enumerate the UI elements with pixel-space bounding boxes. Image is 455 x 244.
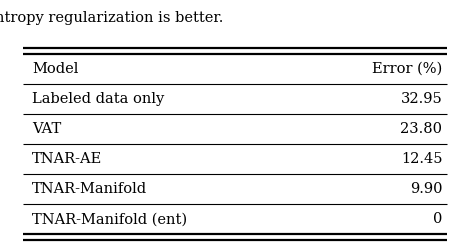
Text: 23.80: 23.80: [399, 122, 441, 136]
Text: 9.90: 9.90: [409, 182, 441, 196]
Text: 32.95: 32.95: [399, 92, 441, 106]
Text: Labeled data only: Labeled data only: [32, 92, 164, 106]
Text: Model: Model: [32, 62, 78, 76]
Text: TNAR-Manifold: TNAR-Manifold: [32, 182, 147, 196]
Text: VAT: VAT: [32, 122, 61, 136]
Text: 0: 0: [432, 212, 441, 226]
Text: Error (%): Error (%): [371, 62, 441, 76]
Text: 12.45: 12.45: [400, 152, 441, 166]
Text: ntropy regularization is better.: ntropy regularization is better.: [0, 11, 223, 25]
Text: TNAR-AE: TNAR-AE: [32, 152, 102, 166]
Text: TNAR-Manifold (ent): TNAR-Manifold (ent): [32, 212, 187, 226]
